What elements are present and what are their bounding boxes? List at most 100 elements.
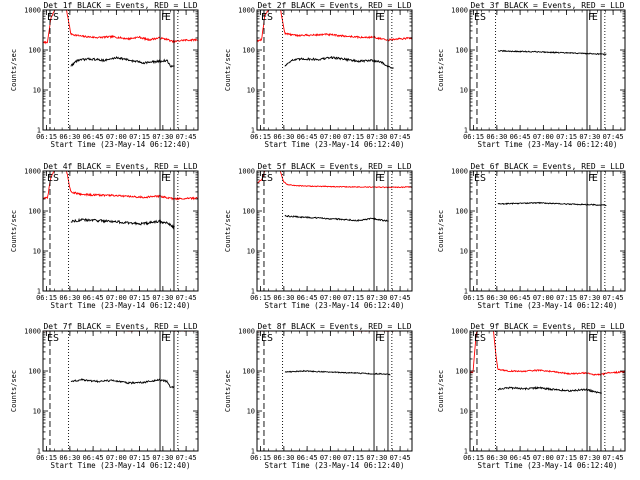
series-line-1 bbox=[497, 201, 607, 207]
marker-es: ES bbox=[261, 173, 273, 184]
marker-f: F bbox=[588, 173, 594, 184]
x-tick-label: 06:45 bbox=[510, 294, 531, 302]
marker-e: E bbox=[592, 12, 598, 23]
x-tick-label: 07:45 bbox=[603, 454, 624, 462]
y-tick-label: 10 bbox=[247, 248, 255, 256]
y-tick-label: 1000 bbox=[24, 168, 41, 176]
y-tick-label: 10 bbox=[247, 87, 255, 95]
x-tick-label: 06:45 bbox=[510, 454, 531, 462]
y-axis-label: Counts/sec bbox=[224, 49, 232, 91]
chart-panel-1: Det 1f BLACK = Events, RED = LLD ES FE 1 10 1… bbox=[10, 1, 199, 149]
x-tick-label: 06:30 bbox=[273, 294, 294, 302]
x-tick-label: 06:30 bbox=[59, 454, 80, 462]
y-tick-label: 1000 bbox=[24, 7, 41, 15]
chart-title: Det 6f BLACK = Events, RED = LLD bbox=[470, 162, 624, 171]
plot-frame bbox=[42, 9, 199, 131]
x-tick-label: 07:15 bbox=[556, 454, 577, 462]
series-line-2 bbox=[70, 56, 175, 68]
x-tick-label: 06:15 bbox=[36, 294, 57, 302]
y-tick-label: 1000 bbox=[451, 7, 468, 15]
x-tick-label: 07:00 bbox=[106, 294, 127, 302]
x-tick-label: 06:30 bbox=[273, 133, 294, 141]
x-tick-label: 06:15 bbox=[463, 133, 484, 141]
y-tick-label: 10 bbox=[33, 87, 41, 95]
y-tick-label: 1 bbox=[464, 288, 468, 296]
marker-es: ES bbox=[474, 333, 486, 344]
marker-f: F bbox=[161, 12, 167, 23]
x-axis-label: Start Time (23-May-14 06:12:40) bbox=[51, 461, 191, 470]
x-tick-label: 07:30 bbox=[366, 454, 387, 462]
marker-f: F bbox=[588, 12, 594, 23]
x-tick-label: 07:15 bbox=[129, 133, 150, 141]
x-tick-label: 06:15 bbox=[250, 294, 271, 302]
x-tick-label: 07:15 bbox=[343, 454, 364, 462]
y-tick-label: 1000 bbox=[24, 328, 41, 336]
marker-es: ES bbox=[474, 12, 486, 23]
y-tick-label: 1000 bbox=[238, 168, 255, 176]
y-tick-label: 100 bbox=[28, 208, 41, 216]
x-tick-label: 07:00 bbox=[106, 133, 127, 141]
x-tick-label: 07:15 bbox=[556, 294, 577, 302]
x-tick-label: 07:30 bbox=[579, 454, 600, 462]
y-tick-label: 100 bbox=[455, 47, 468, 55]
series-line-2 bbox=[70, 378, 175, 389]
series-line-2 bbox=[284, 214, 389, 222]
x-tick-label: 06:30 bbox=[486, 454, 507, 462]
x-tick-label: 06:15 bbox=[250, 454, 271, 462]
chart-panel-9: Det 9f BLACK = Events, RED = LLD ES FE 1 10 1… bbox=[437, 322, 626, 470]
x-tick-label: 07:30 bbox=[579, 133, 600, 141]
marker-e: E bbox=[592, 333, 598, 344]
x-tick-label: 07:00 bbox=[320, 294, 341, 302]
y-tick-label: 100 bbox=[28, 47, 41, 55]
marker-es: ES bbox=[474, 173, 486, 184]
chart-panel-2: Det 2f BLACK = Events, RED = LLD ES FE 1 10 1… bbox=[224, 1, 413, 149]
x-tick-label: 07:00 bbox=[533, 454, 554, 462]
x-tick-label: 07:15 bbox=[129, 454, 150, 462]
chart-panel-4: Det 4f BLACK = Events, RED = LLD ES FE 1 10 1… bbox=[10, 162, 199, 310]
y-tick-label: 1 bbox=[37, 448, 41, 456]
marker-es: ES bbox=[47, 12, 59, 23]
y-tick-label: 10 bbox=[247, 408, 255, 416]
x-tick-label: 07:30 bbox=[152, 454, 173, 462]
plot-frame bbox=[469, 330, 626, 452]
marker-es: ES bbox=[261, 12, 273, 23]
x-tick-label: 06:15 bbox=[36, 454, 57, 462]
plot-frame bbox=[256, 330, 413, 452]
series-line-1 bbox=[43, 171, 198, 201]
series-line-1 bbox=[470, 331, 625, 376]
y-tick-label: 10 bbox=[460, 248, 468, 256]
chart-title: Det 7f BLACK = Events, RED = LLD bbox=[43, 322, 197, 331]
x-tick-label: 07:30 bbox=[579, 294, 600, 302]
x-axis-label: Start Time (23-May-14 06:12:40) bbox=[51, 301, 191, 310]
y-tick-label: 10 bbox=[460, 87, 468, 95]
y-axis-label: Counts/sec bbox=[224, 370, 232, 412]
marker-e: E bbox=[165, 173, 171, 184]
x-tick-label: 07:00 bbox=[106, 454, 127, 462]
y-tick-label: 1 bbox=[37, 127, 41, 135]
y-axis-label: Counts/sec bbox=[10, 370, 18, 412]
chart-title: Det 5f BLACK = Events, RED = LLD bbox=[257, 162, 411, 171]
y-axis-label: Counts/sec bbox=[437, 210, 445, 252]
marker-e: E bbox=[379, 173, 385, 184]
chart-panel-6: Det 6f BLACK = Events, RED = LLD ES FE 1 10 1… bbox=[437, 162, 626, 310]
x-tick-label: 07:15 bbox=[343, 133, 364, 141]
x-tick-label: 07:45 bbox=[390, 294, 411, 302]
y-axis-label: Counts/sec bbox=[437, 49, 445, 91]
y-tick-label: 100 bbox=[242, 208, 255, 216]
marker-e: E bbox=[379, 333, 385, 344]
plot-frame bbox=[469, 170, 626, 292]
x-tick-label: 07:15 bbox=[343, 294, 364, 302]
x-tick-label: 06:30 bbox=[486, 294, 507, 302]
y-tick-label: 1000 bbox=[238, 328, 255, 336]
x-axis-label: Start Time (23-May-14 06:12:40) bbox=[478, 140, 618, 149]
marker-f: F bbox=[375, 333, 381, 344]
plot-frame bbox=[469, 9, 626, 131]
marker-es: ES bbox=[47, 173, 59, 184]
x-tick-label: 07:30 bbox=[366, 133, 387, 141]
chart-title: Det 8f BLACK = Events, RED = LLD bbox=[257, 322, 411, 331]
marker-f: F bbox=[161, 173, 167, 184]
y-tick-label: 100 bbox=[455, 368, 468, 376]
x-tick-label: 06:30 bbox=[59, 294, 80, 302]
x-tick-label: 06:45 bbox=[83, 454, 104, 462]
marker-es: ES bbox=[47, 333, 59, 344]
